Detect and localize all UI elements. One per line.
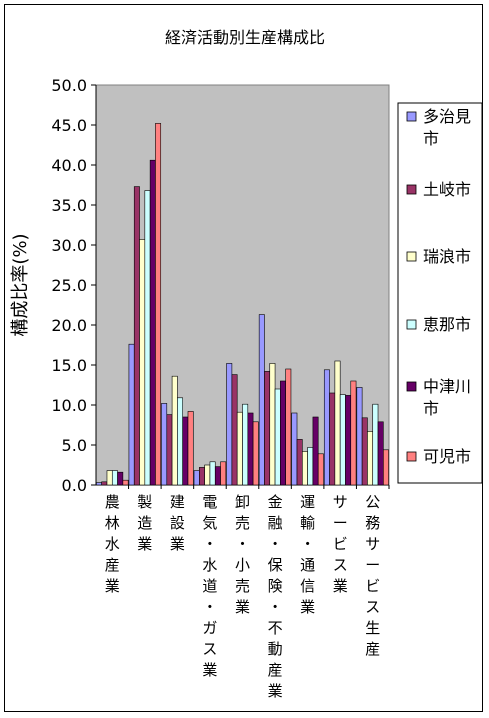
bar: [133, 186, 140, 486]
y-tick-label: 20.0: [51, 316, 87, 335]
bar: [377, 421, 384, 486]
chart-svg: 経済活動別生産構成比 0.0 5.0 10.0 15.0 20.0 25.0 30.0 35.…: [10, 28, 483, 700]
bar: [345, 395, 352, 486]
bar: [177, 397, 183, 486]
bar: [361, 417, 368, 486]
bar: [214, 466, 221, 486]
bar: [128, 343, 135, 486]
bar: [226, 363, 233, 486]
bar: [231, 374, 238, 486]
bar: [204, 464, 211, 486]
bar: [367, 431, 374, 486]
bar: [247, 412, 254, 486]
legend-label: 瑞浪市: [423, 247, 471, 266]
legend: [397, 102, 483, 484]
bar: [171, 375, 178, 486]
bar: [139, 239, 146, 486]
bar: [242, 403, 249, 486]
y-tick-label: 25.0: [51, 276, 87, 295]
y-tick-label: 50.0: [51, 76, 87, 95]
y-axis: 0.0 5.0 10.0 15.0 20.0 25.0 30.0 35.0 40.0 45.0 50…: [51, 76, 389, 495]
legend-label: 多治見市: [423, 107, 471, 148]
legend-swatch: [406, 319, 417, 330]
bar: [106, 470, 113, 486]
bar: [285, 368, 292, 486]
y-tick-label: 40.0: [51, 156, 87, 175]
x-tick-label: 電気・水道・ガス業: [202, 493, 217, 679]
bar: [122, 479, 129, 486]
bar: [258, 314, 265, 486]
bar: [220, 461, 227, 486]
bar: [252, 421, 259, 486]
bar: [372, 403, 379, 486]
legend-swatch: [406, 381, 417, 392]
x-tick-label: 製造業: [137, 493, 152, 553]
y-tick-label: 35.0: [51, 196, 87, 215]
bar: [155, 123, 162, 486]
x-tick-labels: 農林水産業 製造業 建設業 電気・水道・ガス業 卸売・小売業 金融・保険・不動産業 運輸・通…: [105, 493, 380, 700]
bars-group: [96, 123, 390, 489]
legend-label: 可児市: [423, 447, 471, 466]
bar: [96, 482, 102, 486]
chart-frame: 経済活動別生産構成比 0.0 5.0 10.0 15.0 20.0 25.0 30.0 35.…: [4, 4, 483, 712]
bar: [199, 467, 205, 486]
bar: [274, 388, 281, 486]
bar: [329, 392, 336, 486]
bar: [334, 360, 341, 486]
bar: [101, 481, 108, 486]
x-tick-label: 農林水産業: [105, 493, 120, 595]
x-tick-label: 運輸・通信業: [300, 493, 315, 616]
bar: [312, 416, 319, 486]
bar: [291, 412, 298, 486]
bar: [182, 416, 189, 486]
y-tick-label: 45.0: [51, 116, 87, 135]
bar: [280, 380, 286, 486]
y-tick-label: 10.0: [51, 396, 87, 415]
bar: [149, 159, 156, 486]
bar: [209, 461, 216, 486]
bar: [144, 190, 151, 486]
bar: [356, 387, 363, 486]
bar: [350, 380, 357, 486]
bar: [317, 453, 324, 486]
bar: [296, 439, 303, 486]
legend-swatch: [406, 251, 417, 262]
legend-swatch: [406, 451, 417, 462]
bar: [307, 447, 314, 486]
bar: [383, 449, 389, 486]
bar: [302, 451, 308, 486]
bar: [339, 394, 346, 486]
bar: [117, 471, 124, 486]
legend-label: 中津川市: [423, 377, 471, 418]
x-tick-label: 公務サービス生産: [365, 493, 380, 658]
bar: [166, 414, 173, 486]
x-tick-label: 卸売・小売業: [235, 493, 250, 616]
legend-swatch: [406, 111, 417, 122]
bar: [193, 470, 200, 486]
legend-swatch: [406, 184, 417, 195]
y-tick-label: 5.0: [62, 436, 87, 455]
chart-title: 経済活動別生産構成比: [165, 28, 325, 47]
bar: [269, 363, 276, 486]
bar: [111, 470, 118, 486]
legend-label: 恵那市: [423, 315, 471, 334]
y-tick-label: 30.0: [51, 236, 87, 255]
y-tick-label: 15.0: [51, 356, 87, 375]
y-axis-label: 構成比率(%): [10, 233, 31, 336]
y-tick-label: 0.0: [62, 476, 87, 495]
legend-label: 土岐市: [423, 180, 471, 199]
x-tick-label: サービス業: [333, 493, 348, 595]
bar: [236, 411, 243, 486]
bar: [161, 403, 168, 486]
bar: [187, 411, 194, 486]
x-tick-label: 金融・保険・不動産業: [268, 493, 283, 700]
bar: [264, 371, 271, 486]
bar: [323, 369, 330, 486]
x-tick-label: 建設業: [170, 493, 185, 553]
